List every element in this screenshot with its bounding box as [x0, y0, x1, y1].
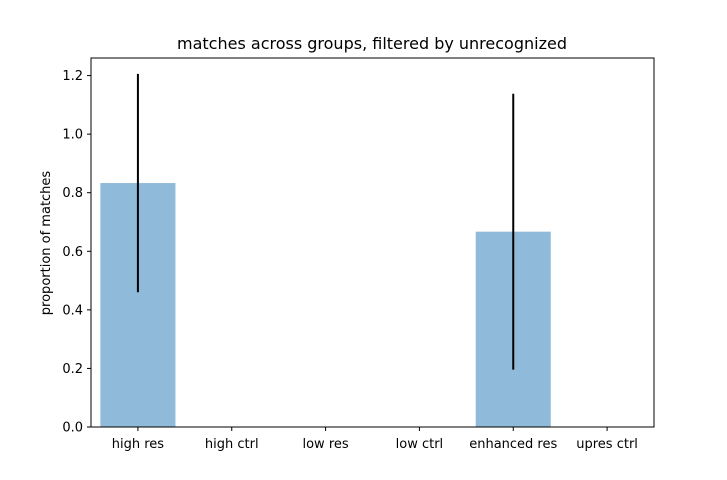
x-tick-label: enhanced res	[469, 437, 557, 452]
y-axis-label: proportion of matches	[39, 171, 54, 316]
x-tick-label: high res	[112, 437, 165, 452]
y-tick-label: 0.0	[62, 421, 83, 436]
y-tick-label: 1.2	[62, 69, 83, 84]
y-axis: 0.0 0.2 0.4 0.6 0.8 1.0 1.2	[62, 69, 91, 436]
bars-group	[100, 183, 551, 427]
y-tick-label: 0.8	[62, 186, 83, 201]
x-tick-label: low ctrl	[396, 437, 444, 452]
y-tick-label: 0.6	[62, 245, 83, 260]
x-axis: high res high ctrl low res low ctrl enhanced…	[112, 427, 638, 452]
x-tick-label: upres ctrl	[576, 437, 638, 452]
plot-frame	[90, 57, 655, 428]
x-tick-label: high ctrl	[205, 437, 259, 452]
y-tick-label: 1.0	[62, 128, 83, 143]
error-bars-group	[136, 73, 515, 370]
chart-title: matches across groups, filtered by unrec…	[177, 34, 567, 53]
y-tick-label: 0.4	[62, 303, 83, 318]
x-tick-label: low res	[302, 437, 348, 452]
y-tick-label: 0.2	[62, 362, 83, 377]
